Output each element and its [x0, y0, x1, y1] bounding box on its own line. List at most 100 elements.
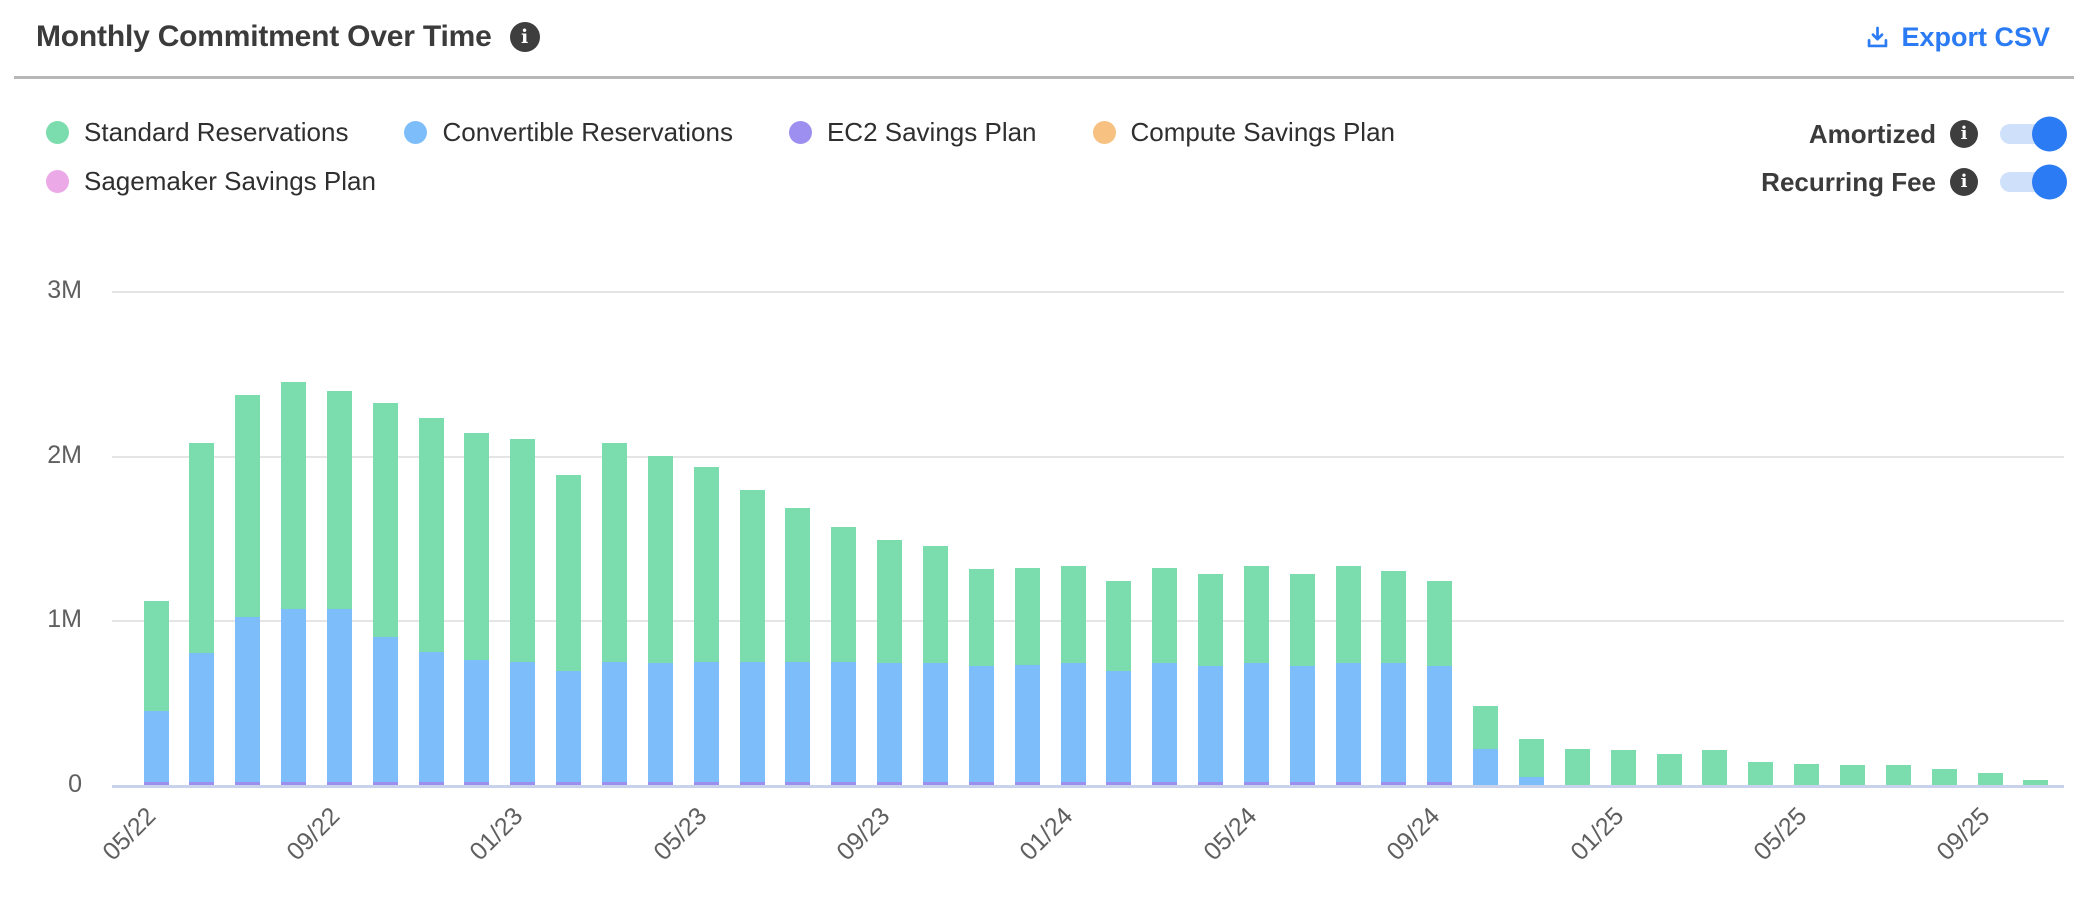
stacked-bar-chart: 0 1M 2M 3M 05/22 09/22 01/23 05/23 09/23 01/24 05/…: [47, 276, 2064, 866]
chart-toggles: Amortized i Recurring Fee i: [1761, 115, 2067, 201]
bar-08/23[interactable]: [831, 526, 857, 785]
bar-09/22[interactable]: [326, 391, 352, 785]
bar-07/22[interactable]: [235, 394, 261, 785]
bar-segment: [1519, 738, 1544, 777]
bar-segment: [1977, 773, 2003, 785]
bar-10/22[interactable]: [372, 403, 398, 785]
legend-item[interactable]: Standard Reservations: [46, 117, 348, 148]
bar-segment: [1014, 781, 1040, 785]
bar-segment: [831, 526, 857, 662]
x-axis-tick-label: 09/23: [831, 802, 896, 867]
bar-segment: [693, 467, 719, 662]
y-axis-tick-label: 1M: [47, 605, 82, 634]
legend-item[interactable]: EC2 Savings Plan: [788, 117, 1037, 148]
gridline: [112, 620, 2064, 623]
legend-label: Convertible Reservations: [442, 117, 733, 147]
info-icon[interactable]: i: [509, 22, 540, 52]
x-axis-tick-label: 05/22: [97, 802, 162, 867]
bar-12/23[interactable]: [1014, 567, 1040, 785]
bar-11/24[interactable]: [1519, 738, 1544, 785]
bar-08/22[interactable]: [281, 381, 307, 785]
legend-label: Compute Savings Plan: [1130, 117, 1395, 147]
bar-05/23[interactable]: [693, 467, 719, 785]
bar-01/25[interactable]: [1610, 750, 1636, 785]
x-axis-tick-label: 09/25: [1931, 802, 1996, 867]
bar-10/23[interactable]: [922, 546, 948, 785]
bar-segment: [189, 653, 215, 782]
bar-segment: [372, 636, 398, 782]
export-csv-label: Export CSV: [1901, 21, 2050, 52]
bar-07/25[interactable]: [1885, 765, 1911, 785]
x-axis-tick-label: 09/22: [281, 802, 346, 867]
bar-segment: [510, 661, 536, 782]
bar-segment: [1198, 666, 1224, 782]
bar-segment: [464, 432, 490, 660]
bar-segment: [372, 403, 398, 637]
bar-05/22[interactable]: [143, 600, 169, 785]
bar-07/24[interactable]: [1335, 566, 1361, 785]
toggle-knob: [2032, 164, 2067, 200]
bar-05/25[interactable]: [1794, 763, 1820, 785]
bar-05/24[interactable]: [1243, 566, 1269, 785]
bar-02/25[interactable]: [1656, 753, 1682, 785]
legend-item[interactable]: Compute Savings Plan: [1092, 117, 1395, 148]
bar-04/23[interactable]: [647, 455, 673, 785]
bar-segment: [1381, 663, 1407, 782]
info-icon[interactable]: i: [1950, 120, 1978, 148]
bar-segment: [1243, 566, 1269, 664]
bar-04/24[interactable]: [1198, 574, 1224, 785]
bar-01/24[interactable]: [1060, 566, 1086, 785]
bar-segment: [1289, 781, 1315, 785]
bar-segment: [785, 661, 811, 782]
bar-08/24[interactable]: [1381, 570, 1407, 785]
bar-02/24[interactable]: [1106, 580, 1132, 785]
bar-01/23[interactable]: [510, 439, 536, 785]
bar-segment: [922, 781, 948, 785]
legend-item[interactable]: Sagemaker Savings Plan: [46, 166, 376, 197]
bar-segment: [1243, 781, 1269, 785]
amortized-toggle[interactable]: [2000, 116, 2067, 152]
bar-06/25[interactable]: [1839, 765, 1865, 785]
bar-03/24[interactable]: [1152, 567, 1178, 785]
chart-header: Monthly Commitment Over Time i Export CS…: [0, 0, 2088, 68]
bar-segment: [1381, 570, 1407, 664]
bar-06/23[interactable]: [739, 490, 765, 785]
bar-11/22[interactable]: [418, 417, 444, 785]
bar-10/24[interactable]: [1473, 705, 1499, 785]
bar-11/23[interactable]: [968, 569, 994, 785]
bar-segment: [418, 417, 444, 652]
bar-10/25[interactable]: [2023, 780, 2049, 785]
bar-segment: [968, 569, 994, 667]
bar-segment: [326, 391, 352, 609]
bar-segment: [1794, 763, 1820, 785]
info-icon[interactable]: i: [1950, 168, 1978, 196]
toggle-knob: [2032, 116, 2067, 152]
bar-segment: [418, 651, 444, 782]
bar-segment: [647, 455, 673, 664]
bar-segment: [1427, 666, 1453, 782]
x-axis-tick-label: 01/25: [1564, 802, 1629, 867]
bar-06/22[interactable]: [189, 442, 215, 785]
bar-12/22[interactable]: [464, 432, 490, 785]
bar-02/23[interactable]: [556, 475, 582, 785]
bar-08/25[interactable]: [1931, 768, 1957, 785]
bar-segment: [693, 661, 719, 782]
bar-segment: [1106, 580, 1132, 672]
bar-03/23[interactable]: [602, 442, 627, 785]
bar-06/24[interactable]: [1289, 574, 1315, 785]
bar-segment: [1381, 781, 1407, 785]
bar-12/24[interactable]: [1564, 748, 1590, 785]
y-axis-tick-label: 2M: [47, 440, 82, 469]
legend-item[interactable]: Convertible Reservations: [404, 117, 733, 148]
bar-03/25[interactable]: [1702, 750, 1728, 785]
bar-09/23[interactable]: [877, 539, 903, 785]
export-csv-button[interactable]: Export CSV: [1864, 22, 2050, 53]
bar-segment: [1060, 781, 1086, 785]
recurring-fee-toggle[interactable]: [2000, 164, 2067, 200]
bar-segment: [1198, 781, 1224, 785]
bar-09/25[interactable]: [1977, 773, 2003, 785]
bar-07/23[interactable]: [785, 508, 811, 785]
gridline: [112, 291, 2064, 293]
bar-09/24[interactable]: [1427, 580, 1453, 785]
bar-04/25[interactable]: [1748, 761, 1774, 785]
